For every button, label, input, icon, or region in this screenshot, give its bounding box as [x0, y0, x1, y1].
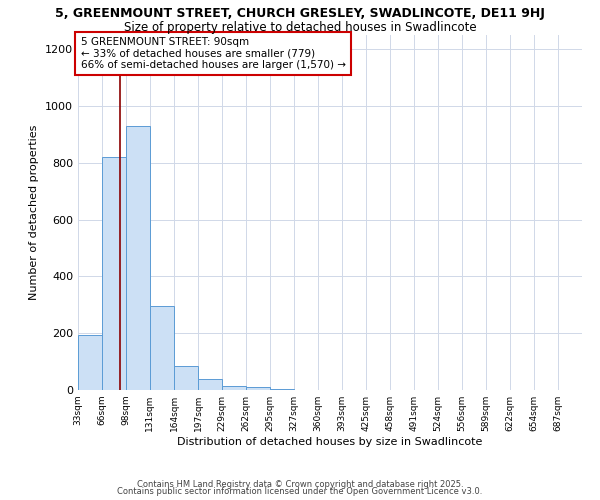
Bar	[125, 126, 150, 390]
Text: Contains public sector information licensed under the Open Government Licence v3: Contains public sector information licen…	[118, 487, 482, 496]
Bar	[246, 386, 270, 390]
Bar	[78, 334, 102, 390]
Bar	[102, 157, 125, 390]
Bar	[270, 389, 293, 390]
Text: 5 GREENMOUNT STREET: 90sqm
← 33% of detached houses are smaller (779)
66% of sem: 5 GREENMOUNT STREET: 90sqm ← 33% of deta…	[80, 37, 346, 70]
Y-axis label: Number of detached properties: Number of detached properties	[29, 125, 40, 300]
X-axis label: Distribution of detached houses by size in Swadlincote: Distribution of detached houses by size …	[178, 437, 482, 447]
Bar	[199, 379, 222, 390]
Bar	[222, 386, 246, 390]
Text: Size of property relative to detached houses in Swadlincote: Size of property relative to detached ho…	[124, 21, 476, 34]
Text: 5, GREENMOUNT STREET, CHURCH GRESLEY, SWADLINCOTE, DE11 9HJ: 5, GREENMOUNT STREET, CHURCH GRESLEY, SW…	[55, 8, 545, 20]
Text: Contains HM Land Registry data © Crown copyright and database right 2025.: Contains HM Land Registry data © Crown c…	[137, 480, 463, 489]
Bar	[174, 366, 199, 390]
Bar	[150, 306, 174, 390]
